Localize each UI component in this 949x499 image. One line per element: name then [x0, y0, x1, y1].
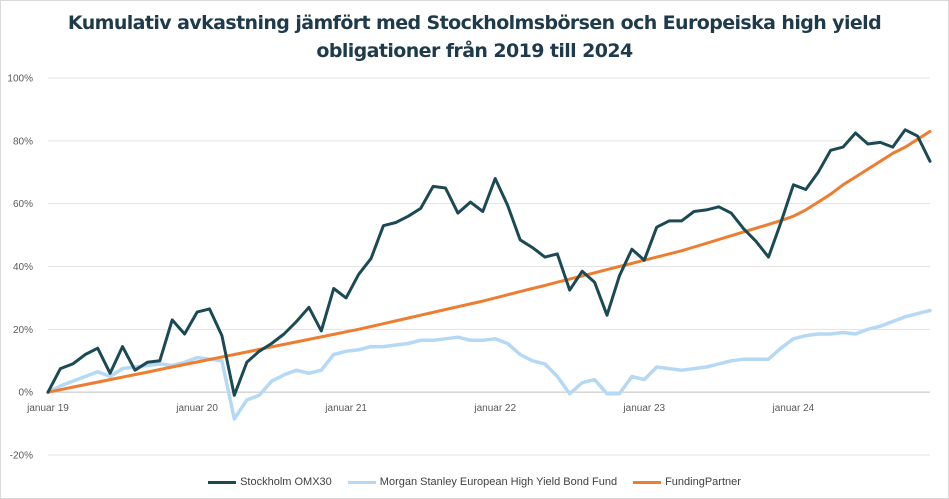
legend-swatch [633, 480, 662, 484]
chart-title-line-2: obligationer från 2019 till 2024 [316, 40, 633, 62]
y-tick-label: 80% [13, 136, 33, 147]
y-tick-label: 100% [7, 74, 33, 85]
chart-title-line-1: Kumulativ avkastning jämfört med Stockho… [67, 12, 882, 34]
series-lines [46, 128, 932, 421]
chart-legend: Stockholm OMX30 Morgan Stanley European H… [0, 476, 949, 488]
legend-entry: Stockholm OMX30 [208, 476, 332, 488]
y-tick-label: 40% [13, 262, 33, 273]
legend-label: FundingPartner [665, 476, 741, 488]
legend-entry: Morgan Stanley European High Yield Bond … [347, 476, 618, 488]
series-line-1 [46, 308, 932, 421]
series-line-2 [46, 129, 932, 394]
y-tick-label: -20% [10, 451, 33, 462]
legend-swatch [208, 480, 237, 484]
legend-label: Stockholm OMX30 [240, 476, 332, 488]
x-tick-label: januar 19 [26, 403, 69, 414]
y-tick-label: 20% [13, 325, 33, 336]
legend-entry: FundingPartner [633, 476, 741, 488]
x-tick-label: januar 24 [772, 403, 815, 414]
legend-label: Morgan Stanley European High Yield Bond … [379, 476, 618, 488]
grid-lines [48, 77, 930, 456]
x-tick-label: januar 22 [473, 403, 516, 414]
x-axis-tick-labels: januar 19 januar 20 januar 21 januar 22 janu… [26, 403, 814, 414]
y-tick-label: 0% [19, 388, 34, 399]
series-line-0 [46, 128, 932, 397]
y-axis-tick-labels: -20% 0% 20% 40% 60% 80% 100% [7, 74, 33, 462]
x-tick-label: januar 23 [622, 403, 665, 414]
x-tick-label: januar 21 [324, 403, 367, 414]
x-tick-label: januar 20 [175, 403, 218, 414]
legend-swatch [347, 480, 376, 484]
y-tick-label: 60% [13, 199, 33, 210]
